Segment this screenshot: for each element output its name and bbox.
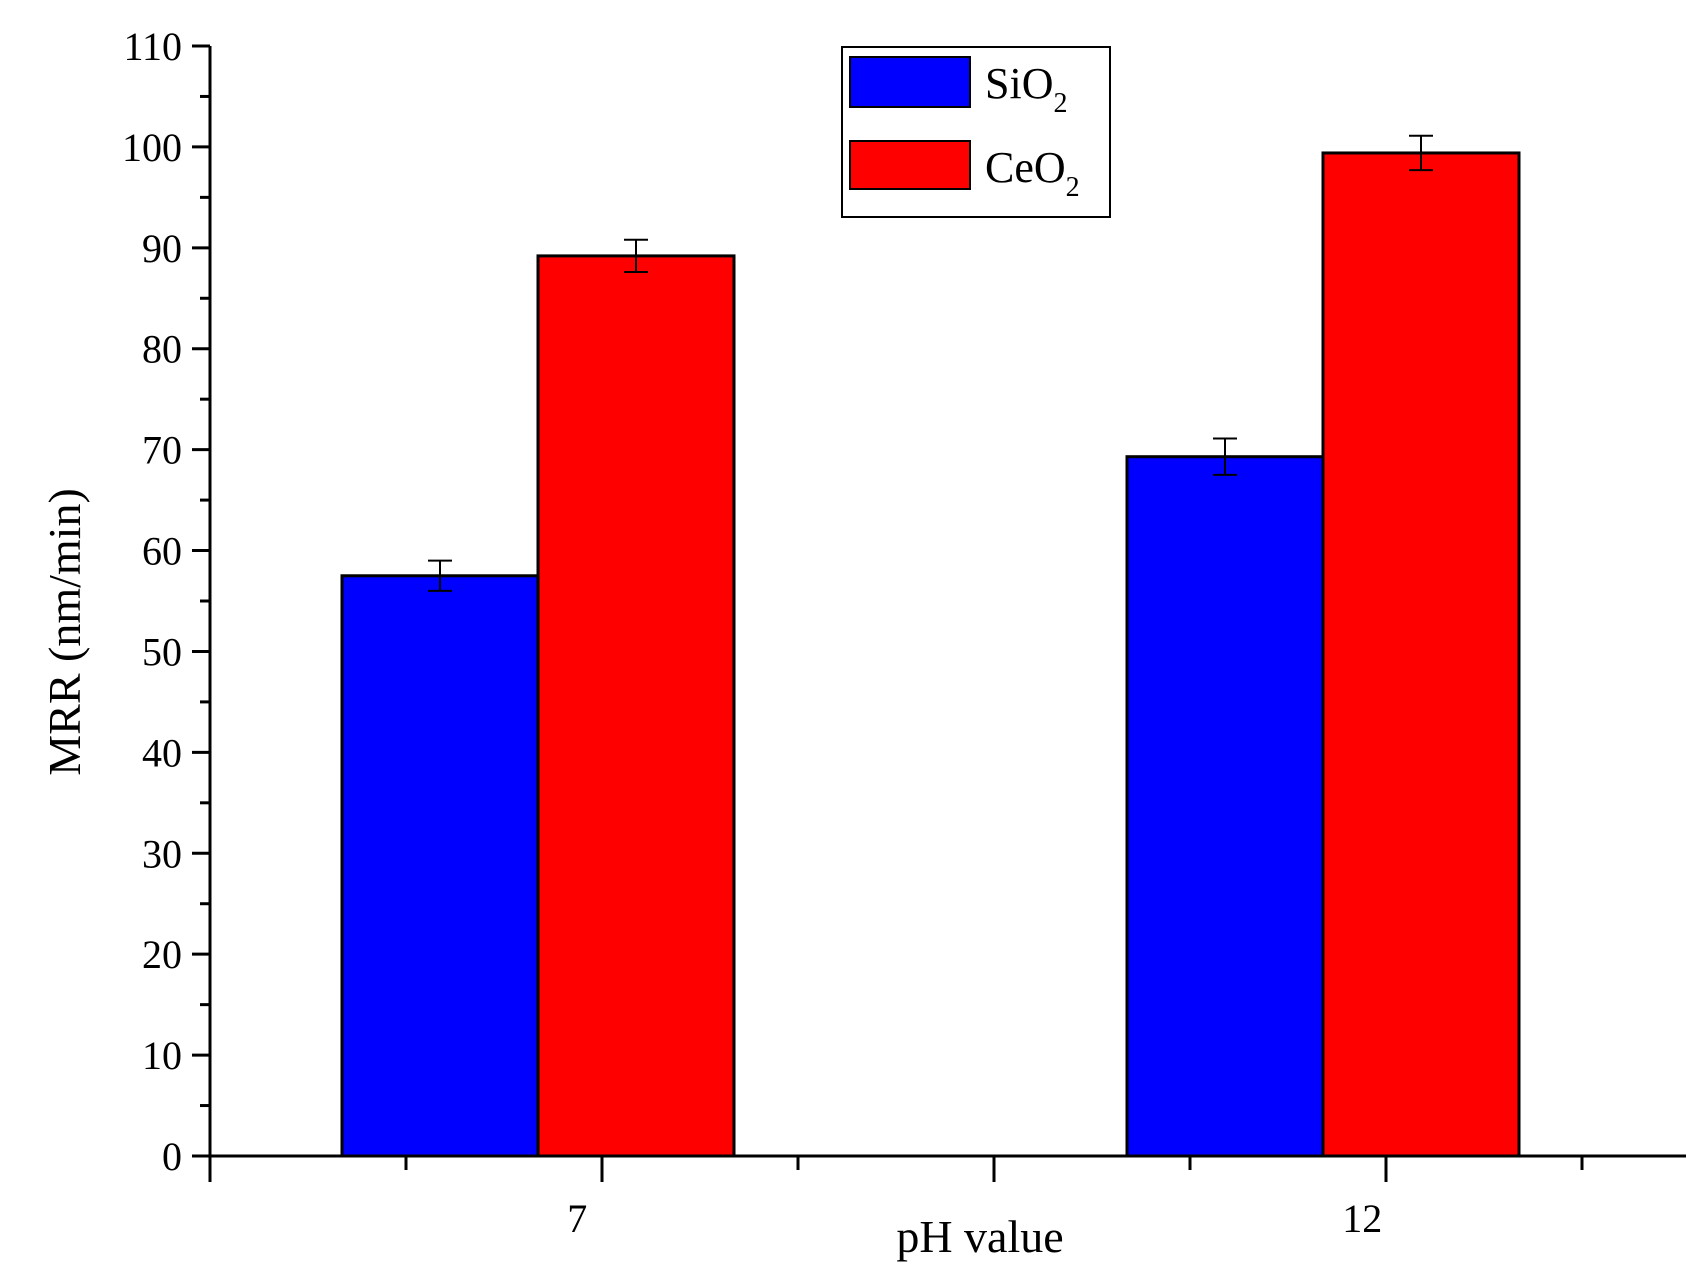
bar-sio2-ph12 (1125, 455, 1325, 1158)
bar-ceo2-ph12 (1321, 151, 1521, 1158)
bars-layer (340, 134, 1521, 1158)
bar-ceo2-ph7 (536, 254, 736, 1158)
legend-swatch-sio2 (849, 56, 971, 108)
y-tick-label-0: 0 (162, 1134, 182, 1179)
y-tick-label-80: 80 (142, 327, 182, 372)
legend-label-sio2-sub: 2 (1053, 88, 1067, 119)
y-tick-label-20: 20 (142, 932, 182, 977)
legend: SiO2 CeO2 (841, 46, 1111, 218)
x-axis-title: pH value (896, 1211, 1063, 1262)
labels-layer: 0 10 20 30 40 50 60 70 80 90 100 110 7 12 (122, 24, 1382, 1241)
y-tick-label-40: 40 (142, 730, 182, 775)
legend-label-sio2: SiO2 (985, 59, 1067, 119)
y-tick-label-70: 70 (142, 428, 182, 473)
bar-sio2-ph7 (340, 574, 540, 1158)
y-tick-label-100: 100 (122, 125, 182, 170)
legend-label-ceo2-sub: 2 (1066, 172, 1080, 203)
legend-label-sio2-main: SiO (985, 59, 1053, 108)
legend-swatch-ceo2 (849, 140, 971, 190)
y-tick-label-10: 10 (142, 1033, 182, 1078)
x-tick-label-7: 7 (567, 1196, 587, 1241)
y-axis-title: MRR (nm/min) (39, 488, 90, 776)
y-tick-label-50: 50 (142, 629, 182, 674)
y-tick-label-90: 90 (142, 226, 182, 271)
legend-label-ceo2-main: CeO (985, 143, 1066, 192)
x-tick-label-12: 12 (1342, 1196, 1382, 1241)
y-tick-label-30: 30 (142, 831, 182, 876)
y-tick-label-60: 60 (142, 529, 182, 574)
legend-label-ceo2: CeO2 (985, 143, 1080, 203)
y-tick-label-110: 110 (123, 24, 182, 69)
